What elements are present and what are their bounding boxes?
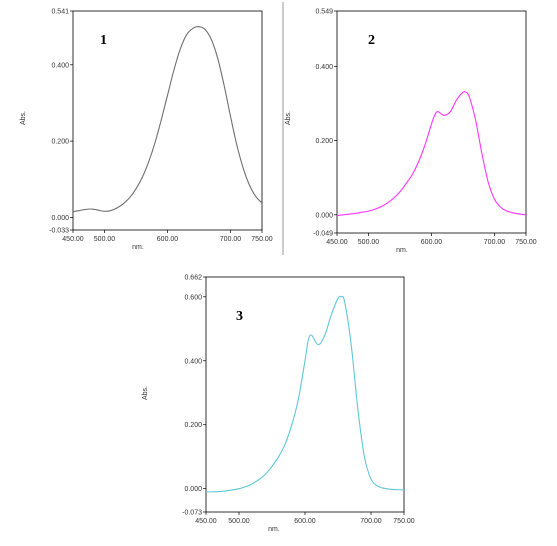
panel-number-label: 3 [236, 309, 243, 324]
x-tick-label: 500.00 [358, 239, 380, 246]
y-tick-label: 0.200 [315, 138, 333, 145]
spectrum-line [336, 91, 527, 217]
x-tick-label: 750.00 [251, 236, 273, 243]
y-axis-label: Abs. [20, 111, 27, 125]
x-tick-label: 450.00 [326, 239, 348, 246]
x-tick-label: 500.00 [228, 518, 250, 525]
panel-number-label: 1 [100, 33, 107, 48]
y-axis-label: Abs. [142, 386, 149, 400]
y-tick-label: 0.400 [184, 358, 202, 365]
x-axis-label: nm. [268, 526, 280, 533]
x-tick-label: 700.00 [220, 236, 242, 243]
x-tick-label: 600.00 [294, 518, 316, 525]
y-tick-label: 0.000 [51, 215, 69, 222]
y-tick-label: 0.000 [315, 212, 333, 219]
plot-frame [336, 10, 527, 234]
y-tick-label: -0.073 [182, 510, 202, 517]
y-tick-label: 0.600 [184, 294, 202, 301]
absorbance-chart-3: 450.00 500.00 600.00 700.00 750.00 0.662 0.600… [142, 275, 415, 534]
x-tick-label: 750.00 [515, 239, 537, 246]
panel-number-label: 2 [368, 33, 375, 48]
absorbance-chart-1: 450.00 500.00 600.00 700.00 750.00 0.541 0.400… [20, 9, 273, 252]
absorbance-chart-2: 450.00 500.00 600.00 700.00 750.00 0.549 0.400… [285, 9, 537, 255]
x-tick-label: 700.00 [484, 239, 506, 246]
x-tick-label: 700.00 [360, 518, 382, 525]
x-tick-label: 600.00 [157, 236, 179, 243]
spectrum-line [205, 295, 405, 493]
y-tick-label: -0.033 [49, 228, 69, 235]
y-tick-label: -0.049 [313, 231, 333, 238]
y-tick-label: 0.549 [315, 9, 333, 16]
y-tick-label: 0.541 [51, 9, 69, 16]
spectrum-line [72, 26, 263, 213]
y-tick-label: 0.200 [51, 139, 69, 146]
y-tick-label: 0.400 [51, 62, 69, 69]
x-tick-label: 450.00 [195, 518, 217, 525]
y-tick-label: 0.000 [184, 486, 202, 493]
x-tick-label: 600.00 [421, 239, 443, 246]
x-axis-label: nm. [396, 247, 408, 254]
y-tick-label: 0.200 [184, 422, 202, 429]
y-tick-label: 0.662 [184, 275, 202, 282]
x-tick-label: 500.00 [94, 236, 116, 243]
y-tick-label: 0.400 [315, 64, 333, 71]
x-tick-label: 450.00 [62, 236, 84, 243]
y-axis-label: Abs. [285, 111, 292, 125]
x-axis-label: nm. [132, 244, 144, 251]
x-tick-label: 750.00 [393, 518, 415, 525]
